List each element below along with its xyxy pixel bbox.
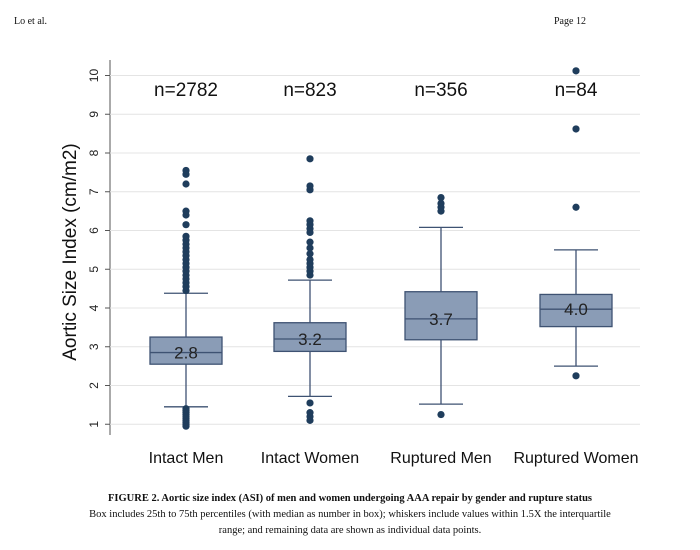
y-tick-label: 8 (87, 149, 101, 156)
outlier-point (572, 67, 580, 75)
outlier-point (306, 182, 314, 190)
x-tick-label: Ruptured Men (390, 450, 491, 467)
y-tick-label: 6 (87, 227, 101, 234)
box-iqr (539, 293, 613, 328)
outlier-point (182, 207, 190, 215)
outlier-point (306, 217, 314, 225)
y-tick-label: 4 (87, 304, 101, 311)
y-tick-label: 3 (87, 343, 101, 350)
outlier-point (306, 238, 314, 246)
y-tick-label: 2 (87, 382, 101, 389)
x-tick-label: Ruptured Women (513, 450, 638, 467)
plot-area (110, 40, 640, 440)
median-label: 2.8 (174, 344, 198, 363)
y-tick-label: 7 (87, 188, 101, 195)
outlier-point (306, 255, 314, 264)
y-tick-label: 1 (87, 421, 101, 428)
outlier-point (572, 372, 580, 380)
outlier-point (182, 221, 190, 229)
header-author: Lo et al. (14, 16, 48, 27)
box-group (539, 67, 613, 380)
outlier-point (306, 244, 314, 252)
n-label: n=823 (283, 80, 336, 101)
outlier-point (306, 250, 314, 258)
n-label: n=2782 (154, 80, 218, 101)
x-tick-label: Intact Women (261, 450, 359, 467)
median-label: 3.7 (429, 310, 453, 329)
outlier-point (182, 232, 190, 240)
y-axis-label: Aortic Size Index (cm/m2) (60, 143, 81, 361)
outlier-point (182, 180, 190, 188)
outlier-point (182, 166, 190, 175)
n-label: n=356 (414, 80, 467, 101)
boxplot-chart: Aortic Size Index (cm/m2) 1 2 3 4 5 6 7 8 9 10 2.… (60, 40, 640, 467)
outlier-point (182, 405, 190, 413)
caption-line-1: Box includes 25th to 75th percentiles (w… (89, 508, 611, 520)
figure-caption: FIGURE 2. Aortic size index (ASI) of men… (10, 491, 690, 538)
y-tick-label: 10 (87, 69, 101, 83)
outlier-point (306, 409, 314, 417)
outlier-point (306, 399, 314, 407)
outlier-point (306, 155, 314, 163)
box-group (404, 193, 478, 419)
y-tick-label: 5 (87, 266, 101, 273)
box-iqr (273, 322, 347, 353)
box-group (273, 155, 347, 424)
box-group (149, 166, 223, 430)
caption-line-2: range; and remaining data are shown as i… (218, 524, 482, 536)
n-label: n=84 (555, 80, 598, 101)
median-label: 3.2 (298, 330, 322, 349)
outlier-point (437, 199, 445, 207)
median-label: 4.0 (564, 300, 588, 319)
outlier-point (572, 125, 580, 133)
outlier-point (437, 410, 445, 419)
box-iqr (149, 336, 223, 365)
caption-title: FIGURE 2. Aortic size index (ASI) of men… (107, 493, 592, 504)
header-page-number: Page 12 (554, 16, 586, 27)
y-tick-label: 9 (87, 111, 101, 118)
x-tick-label: Intact Men (149, 450, 224, 467)
box-iqr (404, 291, 478, 341)
outlier-point (437, 193, 445, 202)
outlier-point (572, 203, 580, 211)
